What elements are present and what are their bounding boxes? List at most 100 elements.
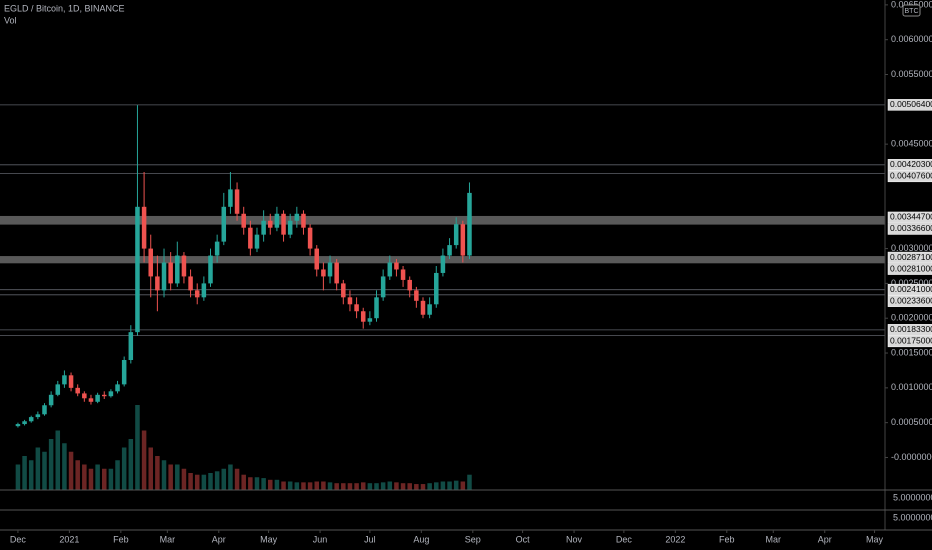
candle-body bbox=[334, 262, 339, 284]
volume-bar bbox=[88, 468, 94, 490]
candle-body bbox=[228, 189, 233, 207]
candle-body bbox=[440, 255, 446, 273]
candle-body bbox=[268, 220, 273, 228]
volume-bar bbox=[221, 468, 227, 490]
x-tick-label: Oct bbox=[516, 534, 531, 544]
candle-body bbox=[115, 384, 120, 392]
candle-body bbox=[82, 393, 87, 399]
x-tick-label: 2022 bbox=[665, 534, 685, 544]
candle-body bbox=[447, 245, 452, 256]
volume-bar bbox=[68, 451, 74, 490]
volume-bar bbox=[141, 430, 147, 490]
label-layer: 0.00506400 0.00420300 0.00407600 0.00344700… bbox=[887, 99, 932, 348]
pane-scale-label: 5.00000000 bbox=[893, 492, 932, 502]
volume-bar bbox=[128, 439, 134, 490]
volume-bar bbox=[168, 464, 173, 490]
candle-body bbox=[188, 276, 193, 291]
candle-body bbox=[28, 417, 34, 422]
volume-bar bbox=[400, 483, 406, 490]
candle-body bbox=[101, 394, 107, 397]
volume-bar bbox=[360, 482, 366, 490]
candle-body bbox=[62, 375, 67, 385]
chart-title: EGLD / Bitcoin, 1D, BINANCE bbox=[4, 3, 125, 13]
price-level-tag bbox=[887, 263, 932, 275]
volume-bar bbox=[420, 484, 426, 490]
y-tick-label: -0.00000000 bbox=[891, 452, 932, 462]
candle-body bbox=[135, 206, 140, 333]
volume-bar bbox=[175, 464, 180, 490]
volume-bar bbox=[48, 439, 54, 490]
candle-body bbox=[394, 262, 399, 270]
volume-layer bbox=[15, 405, 472, 490]
candle-body bbox=[321, 269, 326, 277]
candle-body bbox=[248, 227, 253, 249]
x-tick-label: Aug bbox=[413, 534, 429, 544]
volume-bar bbox=[301, 482, 306, 490]
currency-badge[interactable] bbox=[902, 4, 921, 17]
volume-bar bbox=[453, 480, 459, 490]
price-level-label: 0.00183300 bbox=[890, 324, 932, 334]
candle-body bbox=[241, 213, 246, 228]
candle-body bbox=[374, 297, 379, 319]
volume-bar bbox=[201, 474, 207, 490]
candle-body bbox=[287, 220, 293, 235]
pane-scale-label: 5.00000000 bbox=[893, 512, 932, 522]
price-level-tag bbox=[887, 324, 932, 336]
candle-body bbox=[175, 255, 180, 284]
price-level-tag bbox=[887, 211, 932, 224]
volume-bar bbox=[434, 482, 439, 490]
candle-body bbox=[261, 220, 266, 235]
volume-bar bbox=[234, 468, 240, 490]
candle-body bbox=[407, 279, 412, 291]
candle-body bbox=[181, 255, 187, 277]
volume-bar bbox=[374, 483, 379, 490]
volume-bar bbox=[148, 447, 153, 490]
volume-bar bbox=[334, 483, 339, 490]
candle-body bbox=[48, 394, 54, 406]
volume-bar bbox=[214, 471, 220, 490]
volume-bar bbox=[55, 430, 61, 490]
candle-body bbox=[453, 224, 459, 246]
volume-bar bbox=[115, 460, 120, 490]
volume-bar bbox=[321, 481, 326, 490]
volume-bar bbox=[367, 483, 373, 490]
x-tick-label: Nov bbox=[566, 534, 583, 544]
volume-bar bbox=[427, 483, 432, 490]
volume-bar bbox=[287, 481, 293, 490]
volume-bar bbox=[108, 468, 114, 490]
x-tick-label: Feb bbox=[719, 534, 735, 544]
x-tick-label: May bbox=[260, 534, 278, 544]
candle-body bbox=[281, 213, 286, 235]
candle-body bbox=[148, 248, 153, 277]
x-tick-label: Dec bbox=[10, 534, 27, 544]
volume-bar bbox=[414, 484, 419, 490]
candle-body bbox=[208, 255, 213, 284]
price-zone bbox=[0, 215, 885, 225]
volume-bar bbox=[82, 464, 87, 490]
candle-body bbox=[314, 248, 320, 270]
volume-bar bbox=[347, 483, 353, 490]
candle-body bbox=[42, 405, 47, 415]
candle-body bbox=[347, 297, 353, 305]
x-tick-label: Dec bbox=[616, 534, 633, 544]
candle-body bbox=[420, 300, 426, 315]
price-level-tag bbox=[887, 283, 932, 296]
candle-body bbox=[460, 224, 466, 256]
candle-body bbox=[400, 269, 406, 280]
volume-bar bbox=[467, 474, 472, 490]
candle-body bbox=[434, 272, 439, 305]
price-level-label: 0.00233600 bbox=[890, 295, 932, 305]
x-tick-label: Feb bbox=[113, 534, 129, 544]
candle-body bbox=[221, 206, 227, 242]
candle-body bbox=[467, 192, 472, 256]
candle-body bbox=[95, 394, 100, 402]
candle-body bbox=[234, 189, 240, 214]
volume-bar bbox=[248, 477, 253, 490]
price-level-tag bbox=[887, 251, 932, 264]
volume-bar bbox=[327, 482, 333, 490]
volume-bar bbox=[447, 481, 452, 490]
